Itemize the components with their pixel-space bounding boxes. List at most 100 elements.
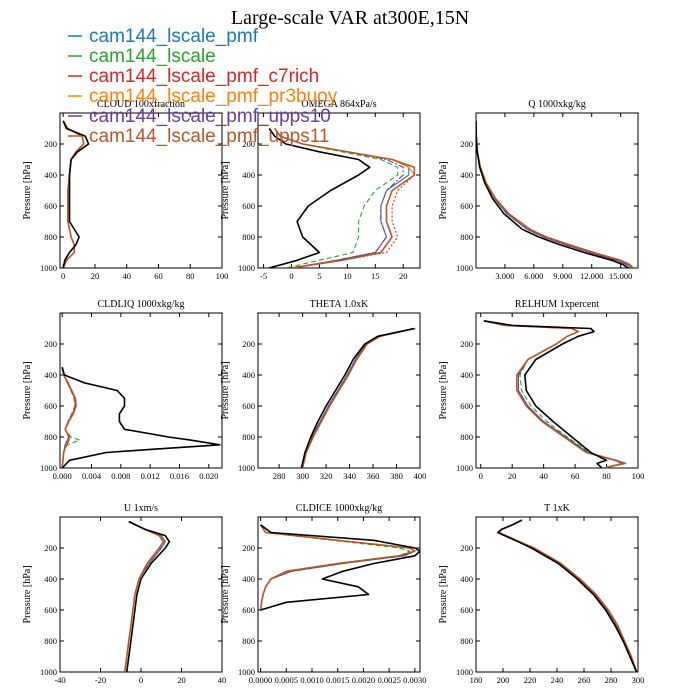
- panel-3: Q 1000xkg/kg Pressure [hPa] 200 400 600 800 10…: [438, 99, 639, 281]
- y-tick-label: 1000: [456, 263, 473, 273]
- x-tick-label: 12.000: [580, 271, 603, 281]
- y-tick-label: 800: [242, 636, 255, 646]
- panel-title: CLDLIQ 1000xkg/kg: [98, 299, 185, 310]
- series-line-reference: [260, 524, 420, 611]
- x-tick-label: -5: [260, 271, 267, 281]
- x-tick-label: 400: [414, 471, 427, 481]
- panel-frame: [59, 112, 223, 269]
- series-line-cam144_lscale_pmf_c7rich: [302, 327, 416, 468]
- y-tick-label: 600: [44, 201, 57, 211]
- legend-label: cam144_lscale_pmf: [89, 26, 259, 47]
- x-tick-label: 0.0005: [275, 675, 298, 685]
- x-tick-label: 320: [320, 471, 333, 481]
- series-group: [124, 520, 171, 672]
- series-line-cam144_lscale: [124, 521, 166, 672]
- x-tick-label: 60: [154, 271, 163, 281]
- x-tick-label: 260: [578, 675, 591, 685]
- x-tick-label: 60: [571, 471, 580, 481]
- series-line-cam144_lscale_pmf_pr3buoy: [476, 120, 634, 268]
- y-tick-label: 800: [460, 232, 473, 242]
- y-tick-label: 200: [44, 543, 57, 553]
- series-line-cam144_lscale_pmf_upps11: [259, 524, 416, 611]
- y-axis-label: Pressure [hPa]: [220, 361, 231, 419]
- y-tick-label: 800: [242, 432, 255, 442]
- series-line-cam144_lscale: [483, 320, 623, 468]
- panel-5: THETA 1.0xK Pressure [hPa] 200 400 600 800 100…: [220, 299, 426, 481]
- x-tick-label: 200: [497, 675, 510, 685]
- series-line-cam144_lscale_pmf_pr3buoy: [274, 128, 415, 268]
- series-line-cam144_lscale_pmf_upps11: [61, 367, 77, 468]
- series-group: [476, 120, 634, 268]
- x-tick-label: 0.0020: [352, 675, 375, 685]
- y-tick-label: 200: [44, 339, 57, 349]
- panel-frame: [59, 516, 223, 673]
- x-tick-label: 9.000: [553, 271, 572, 281]
- panel-title: THETA 1.0xK: [310, 299, 369, 310]
- legend: cam144_lscale_pmfcam144_lscalecam144_lsc…: [68, 26, 338, 147]
- y-tick-label: 200: [44, 139, 57, 149]
- panel-frame: [257, 112, 421, 269]
- y-tick-label: 1000: [456, 667, 473, 677]
- y-tick-label: 400: [44, 170, 57, 180]
- y-tick-label: 1000: [40, 263, 57, 273]
- x-tick-label: 0.0010: [300, 675, 323, 685]
- figure-title: Large-scale VAR at300E,15N: [231, 7, 469, 29]
- x-tick-label: 100: [216, 271, 229, 281]
- series-line-cam144_lscale_pmf_upps10: [302, 327, 416, 468]
- y-tick-label: 400: [242, 574, 255, 584]
- x-tick-label: 240: [551, 675, 564, 685]
- legend-label: cam144_lscale_pmf_upps11: [89, 126, 329, 147]
- x-tick-label: 300: [296, 471, 309, 481]
- x-tick-label: 0.004: [82, 471, 102, 481]
- x-tick-label: 20: [399, 271, 408, 281]
- y-axis-label: Pressure [hPa]: [220, 565, 231, 623]
- legend-label: cam144_lscale_pmf_pr3buoy: [89, 86, 338, 107]
- series-group: [483, 320, 627, 468]
- x-tick-label: 0: [61, 271, 65, 281]
- y-tick-label: 800: [460, 432, 473, 442]
- series-line-cam144_lscale_pmf_upps11: [301, 327, 416, 468]
- y-tick-label: 800: [460, 636, 473, 646]
- y-tick-label: 400: [460, 170, 473, 180]
- x-tick-label: 280: [273, 471, 286, 481]
- y-tick-label: 800: [44, 636, 57, 646]
- y-tick-label: 1000: [40, 667, 57, 677]
- series-line-reference: [126, 520, 171, 672]
- y-tick-label: 200: [242, 543, 255, 553]
- x-tick-label: 0.0000: [249, 675, 272, 685]
- x-tick-label: -20: [95, 675, 106, 685]
- y-tick-label: 600: [460, 201, 473, 211]
- x-tick-label: 0.0025: [377, 675, 400, 685]
- y-tick-label: 400: [242, 170, 255, 180]
- x-tick-label: 10: [343, 271, 352, 281]
- panel-title: Q 1000xkg/kg: [528, 99, 586, 110]
- y-tick-label: 200: [460, 339, 473, 349]
- series-line-cam144_lscale_pmf: [483, 320, 623, 468]
- x-tick-label: 340: [343, 471, 356, 481]
- legend-label: cam144_lscale_pmf_c7rich: [89, 66, 319, 87]
- x-tick-label: 300: [632, 675, 645, 685]
- x-tick-label: 20: [508, 471, 517, 481]
- panel-title: CLDICE 1000xkg/kg: [296, 503, 382, 514]
- series-line-reference: [483, 320, 608, 468]
- series-line-reference: [300, 327, 415, 468]
- y-axis-label: Pressure [hPa]: [438, 565, 449, 623]
- panel-frame: [475, 516, 639, 673]
- x-tick-label: 0.012: [141, 471, 160, 481]
- series-line-cam144_lscale_pmf: [302, 327, 416, 468]
- y-tick-label: 600: [242, 201, 255, 211]
- series-group: [62, 120, 90, 268]
- series-line-cam144_lscale_pmf_upps11: [124, 520, 165, 672]
- x-tick-label: 180: [470, 675, 483, 685]
- x-tick-label: 0.008: [111, 471, 130, 481]
- x-tick-label: 220: [524, 675, 537, 685]
- series-line-cam144_lscale_pmf_upps10: [124, 521, 166, 672]
- panel-frame: [475, 312, 639, 469]
- series-line-cam144_lscale: [274, 128, 399, 268]
- y-axis-label: Pressure [hPa]: [438, 161, 449, 219]
